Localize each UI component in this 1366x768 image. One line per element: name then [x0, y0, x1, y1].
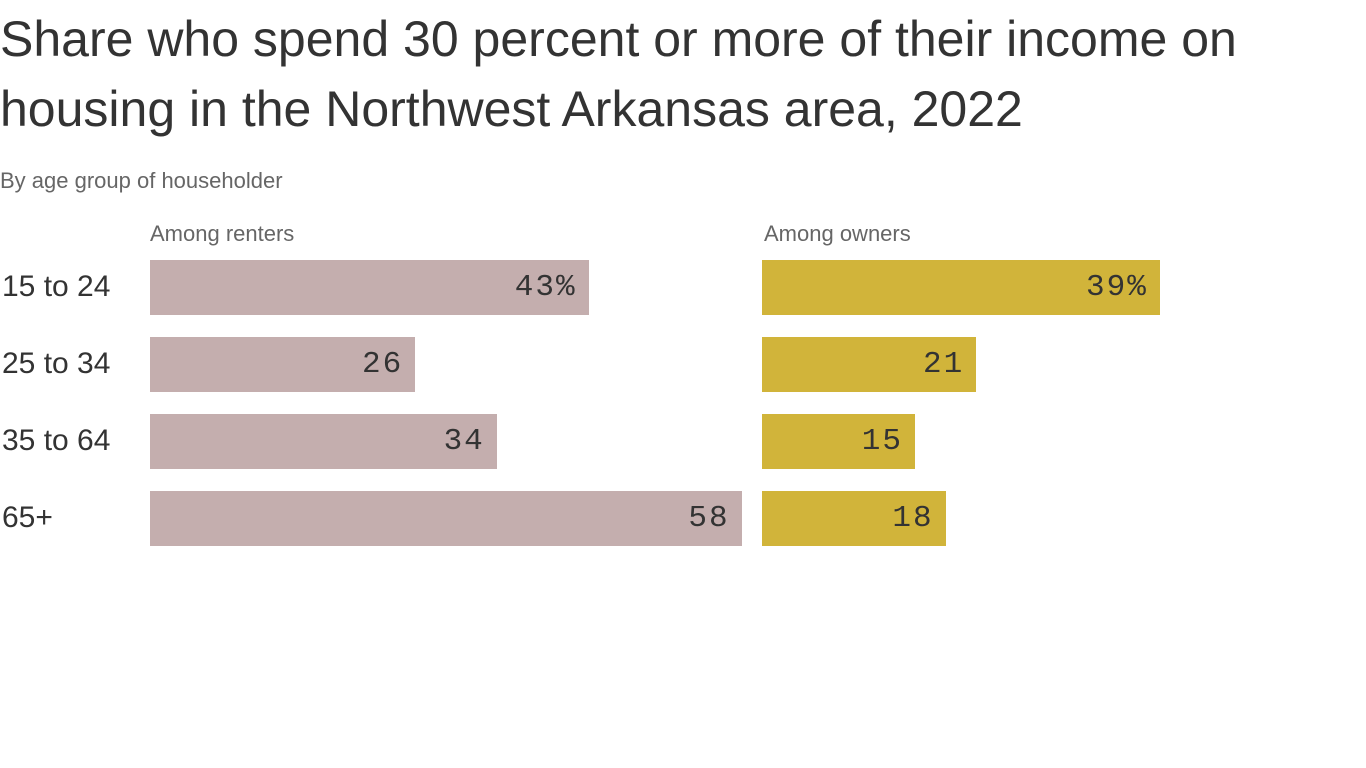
data-label: 26	[361, 347, 404, 382]
category-label: 25 to 34	[2, 347, 111, 380]
chart-title: Share who spend 30 percent or more of th…	[0, 11, 1237, 137]
category-label: 15 to 24	[2, 270, 111, 303]
category-label: 65+	[2, 501, 53, 534]
bar-renters	[150, 491, 742, 546]
bar-renters	[150, 414, 497, 469]
bar-renters	[150, 337, 416, 392]
bar-owners	[762, 414, 915, 469]
data-label: 39%	[1085, 270, 1148, 305]
series-label: Among owners	[764, 221, 911, 246]
chart-subtitle: By age group of householder	[0, 168, 283, 193]
series-label: Among renters	[150, 221, 295, 246]
data-label: 43%	[514, 270, 577, 305]
bar-owners	[762, 337, 977, 392]
data-label: 21	[922, 347, 965, 382]
category-label: 35 to 64	[2, 424, 111, 457]
data-label: 15	[861, 424, 903, 459]
bar-owners	[762, 491, 946, 546]
bar-renters	[150, 260, 589, 315]
data-label: 58	[688, 501, 730, 536]
data-label: 34	[443, 424, 485, 459]
data-label: 18	[892, 501, 934, 536]
bar-owners	[762, 260, 1160, 315]
